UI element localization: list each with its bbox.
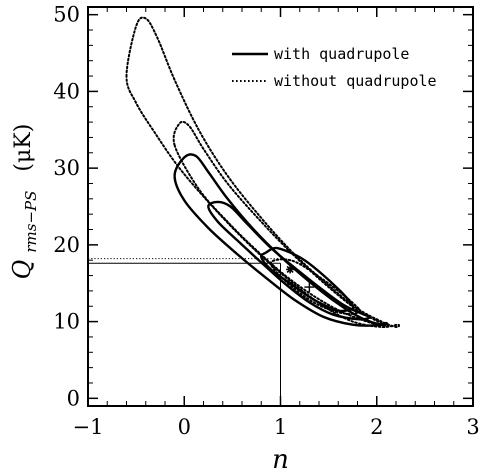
x-tick-label: 0: [178, 415, 191, 439]
legend-label: with quadrupole: [274, 45, 409, 63]
y-tick-label: 20: [53, 233, 80, 257]
y-axis-subscript: rms−PS: [22, 191, 40, 253]
contour-without-quadrupole-2: [172, 120, 390, 327]
y-tick-label: 40: [53, 79, 80, 103]
axis-labels: n Q rms−PS (μK): [8, 124, 289, 474]
y-axis-units: (μK): [11, 124, 36, 172]
y-axis-symbol: Q: [8, 260, 36, 280]
reference-lines: [88, 258, 281, 406]
y-axis-label: Q rms−PS (μK): [8, 124, 42, 280]
best-fit-markers: [286, 265, 315, 293]
best-fit-marker-with: [286, 265, 295, 274]
legend: with quadrupole without quadrupole: [232, 45, 437, 90]
marker-stroke: [286, 265, 294, 273]
x-tick-label: 3: [466, 415, 479, 439]
legend-label: without quadrupole: [274, 72, 437, 90]
x-tick-label: −1: [73, 415, 104, 439]
best-fit-marker-without: [304, 282, 315, 293]
y-tick-label: 0: [67, 386, 80, 410]
contour-with-quadrupole-1: [259, 246, 355, 313]
x-axis-label: n: [272, 445, 289, 474]
x-tick-label: 1: [274, 415, 287, 439]
contour-without-quadrupole-3: [125, 16, 401, 329]
contour-layer: [125, 16, 401, 329]
y-tick-label: 50: [53, 3, 80, 27]
y-tick-label: 10: [53, 310, 80, 334]
x-tick-label: 2: [370, 415, 383, 439]
y-tick-label: 30: [53, 156, 80, 180]
